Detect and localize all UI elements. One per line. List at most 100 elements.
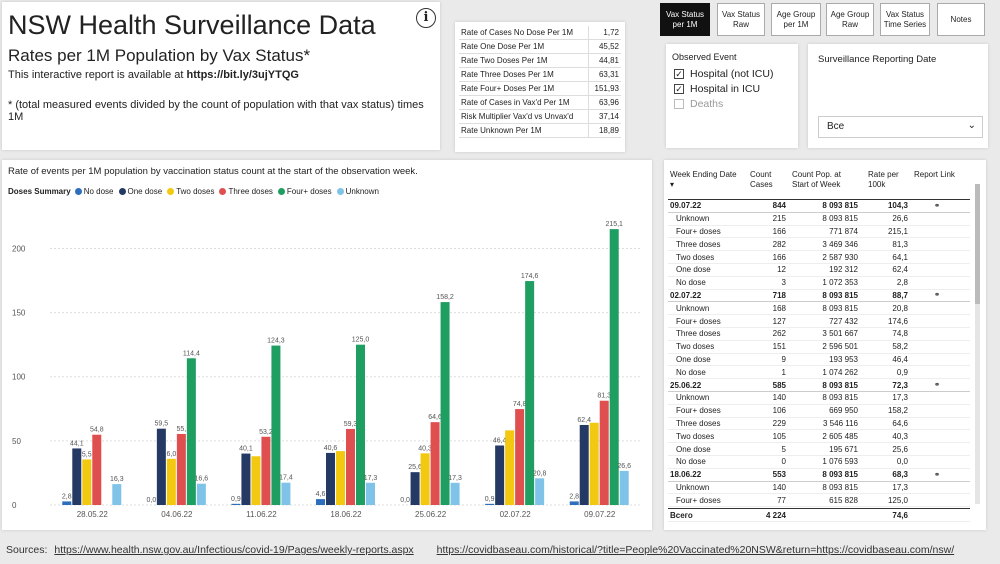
table-group-row[interactable]: 09.07.22 844 8 093 815 104,3 ⚭: [668, 200, 970, 213]
info-icon[interactable]: i: [416, 8, 436, 28]
nav-button-1[interactable]: Vax Status Raw: [717, 3, 765, 36]
table-row[interactable]: Two doses 105 2 605 485 40,3: [668, 430, 970, 444]
cell-count: 151: [772, 342, 786, 352]
report-link-icon[interactable]: ⚭: [934, 382, 940, 390]
cell-pop: 2 596 501: [822, 342, 858, 352]
observed-option[interactable]: Deaths: [674, 98, 723, 110]
cell-label: Four+ doses: [676, 406, 721, 416]
y-tick-label: 0: [12, 501, 17, 510]
data-label: 0,9: [231, 496, 241, 503]
data-label: 62,4: [577, 417, 591, 424]
table-row[interactable]: Three doses 282 3 469 346 81,3: [668, 238, 970, 252]
table-row[interactable]: Four+ doses 106 669 950 158,2: [668, 405, 970, 418]
legend-item[interactable]: One dose: [118, 187, 162, 196]
report-link-icon[interactable]: ⚭: [934, 471, 940, 479]
checkbox-icon[interactable]: ✓: [674, 84, 684, 94]
cell-rate: 46,4: [892, 354, 908, 364]
bar: [450, 482, 460, 505]
legend-label: Three doses: [228, 187, 273, 196]
table-row[interactable]: Unknown 140 8 093 815 17,3: [668, 392, 970, 405]
data-label: 20,8: [533, 470, 547, 477]
table-row[interactable]: Unknown 215 8 093 815 26,6: [668, 213, 970, 226]
cell-count: 168: [772, 303, 786, 313]
legend-item[interactable]: Unknown: [336, 187, 379, 196]
cell-label: 02.07.22: [670, 290, 702, 300]
table-row[interactable]: Four+ doses 77 615 828 125,0: [668, 494, 970, 508]
header-link[interactable]: Report Link: [914, 170, 955, 179]
table-row[interactable]: Unknown 140 8 093 815 17,3: [668, 482, 970, 495]
data-label: 40,6: [324, 445, 338, 452]
table-row[interactable]: One dose 12 192 312 62,4: [668, 264, 970, 277]
table-row[interactable]: One dose 5 195 671 25,6: [668, 443, 970, 456]
checkbox-icon[interactable]: ✓: [674, 69, 684, 79]
cell-count: 5: [781, 444, 786, 454]
nav-button-2[interactable]: Age Group per 1M: [771, 3, 821, 36]
header-week[interactable]: Week Ending Date ▾: [670, 170, 737, 189]
nav-button-0[interactable]: Vax Status per 1M: [660, 3, 710, 36]
bar: [92, 434, 102, 505]
reporting-date-dropdown[interactable]: Все ⌄: [818, 116, 983, 138]
observed-option[interactable]: ✓ Hospital (not ICU): [674, 68, 773, 80]
total-label: Всего: [670, 510, 693, 520]
data-label: 4,6: [316, 491, 326, 498]
table-row[interactable]: Four+ doses 127 727 432 174,6: [668, 315, 970, 328]
report-link[interactable]: https://bit.ly/3ujYTQG: [186, 69, 299, 81]
source-link-nsw[interactable]: https://www.health.nsw.gov.au/Infectious…: [54, 544, 414, 556]
cell-rate: 17,3: [892, 482, 908, 492]
header-rate[interactable]: Rate per 100k: [868, 170, 899, 189]
page-subtitle: Rates per 1M Population by Vax Status*: [8, 46, 311, 65]
table-row[interactable]: Two doses 166 2 587 930 64,1: [668, 251, 970, 264]
cell-label: One dose: [676, 444, 711, 454]
table-row[interactable]: No dose 1 1 074 262 0,9: [668, 366, 970, 380]
table-row[interactable]: Three doses 229 3 546 116 64,6: [668, 418, 970, 431]
legend-item[interactable]: Three doses: [219, 187, 273, 196]
x-tick-label: 02.07.22: [500, 510, 532, 519]
chart-card: Rate of events per 1M population by vacc…: [2, 160, 652, 530]
table-row[interactable]: No dose 3 1 072 353 2,8: [668, 277, 970, 290]
report-link-icon[interactable]: ⚭: [934, 292, 940, 300]
legend-item[interactable]: Four+ doses: [277, 187, 332, 196]
data-label: 26,6: [617, 463, 631, 470]
rate-label: Rate Four+ Doses Per 1M: [459, 81, 589, 96]
cell-pop: 727 432: [829, 316, 858, 326]
table-row[interactable]: Two doses 151 2 596 501 58,2: [668, 341, 970, 354]
nav-button-5[interactable]: Notes: [937, 3, 985, 36]
legend-item[interactable]: No dose: [74, 187, 114, 196]
nav-button-4[interactable]: Vax Status Time Series: [880, 3, 930, 36]
cell-pop: 8 093 815: [822, 393, 858, 403]
bar: [72, 448, 82, 505]
cell-rate: 104,3: [887, 201, 908, 211]
page-title: NSW Health Surveillance Data: [8, 10, 376, 40]
header-pop[interactable]: Count Pop. at Start of Week: [792, 170, 841, 189]
legend-item[interactable]: Two doses: [167, 187, 214, 196]
cell-count: 12: [777, 265, 786, 275]
rate-value: 45,52: [588, 39, 621, 54]
bar: [609, 229, 619, 505]
cell-count: 282: [772, 239, 786, 249]
observed-option[interactable]: ✓ Hospital in ICU: [674, 83, 760, 95]
scrollbar-thumb[interactable]: [975, 184, 980, 304]
total-count: 4 224: [765, 510, 786, 520]
table-row[interactable]: Unknown 168 8 093 815 20,8: [668, 302, 970, 316]
rate-value: 44,81: [588, 53, 621, 68]
table-group-row[interactable]: 18.06.22 553 8 093 815 68,3 ⚭: [668, 469, 970, 482]
report-link-icon[interactable]: ⚭: [934, 202, 940, 210]
header-count[interactable]: Count Cases: [750, 170, 773, 189]
table-scrollbar[interactable]: [975, 184, 980, 504]
cell-label: Three doses: [676, 329, 721, 339]
table-group-row[interactable]: 25.06.22 585 8 093 815 72,3 ⚭: [668, 379, 970, 392]
cell-label: Four+ doses: [676, 226, 721, 236]
table-row[interactable]: No dose 0 1 076 593 0,0: [668, 456, 970, 469]
rate-row: Rate of Cases in Vax'd Per 1M 63,96: [459, 95, 621, 110]
source-link-covidbase[interactable]: https://covidbaseau.com/historical/?titl…: [436, 544, 955, 556]
bar-chart[interactable]: 0 50 100 150 200 2,8 44,1 5,5 54,8 16,3 28.05.22 0,…: [2, 200, 652, 530]
table-group-row[interactable]: 02.07.22 718 8 093 815 88,7 ⚭: [668, 290, 970, 303]
checkbox-icon[interactable]: [674, 99, 684, 109]
bar: [440, 302, 450, 505]
table-row[interactable]: Four+ doses 166 771 874 215,1: [668, 226, 970, 239]
nav-button-3[interactable]: Age Group Raw: [826, 3, 874, 36]
cell-pop: 615 828: [829, 495, 858, 505]
table-row[interactable]: One dose 9 193 953 46,4: [668, 354, 970, 367]
cell-rate: 26,6: [892, 214, 908, 224]
table-row[interactable]: Three doses 262 3 501 667 74,8: [668, 328, 970, 341]
